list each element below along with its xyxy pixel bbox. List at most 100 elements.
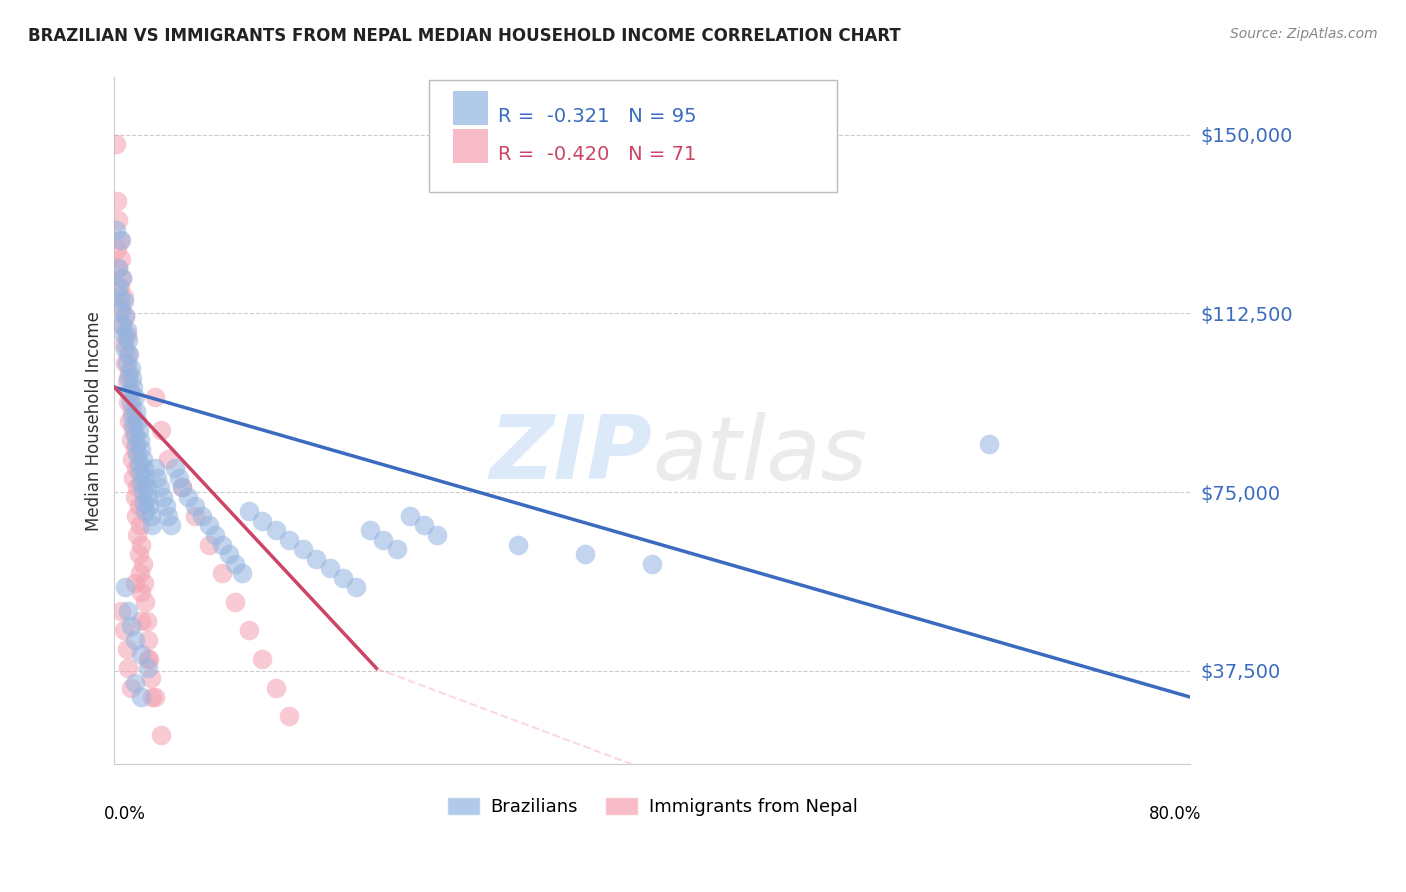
Point bbox=[143, 461, 166, 475]
Point bbox=[108, 233, 131, 247]
Point bbox=[120, 618, 142, 632]
Point bbox=[191, 508, 214, 523]
Point bbox=[157, 451, 180, 466]
Point bbox=[318, 561, 340, 575]
Y-axis label: Median Household Income: Median Household Income bbox=[86, 310, 103, 531]
Point bbox=[110, 304, 132, 318]
Legend: Brazilians, Immigrants from Nepal: Brazilians, Immigrants from Nepal bbox=[440, 789, 865, 823]
Point bbox=[117, 347, 139, 361]
Point bbox=[204, 528, 226, 542]
Point bbox=[129, 518, 152, 533]
Point bbox=[412, 518, 434, 533]
Point bbox=[124, 632, 146, 647]
Point bbox=[124, 428, 146, 442]
Point bbox=[170, 480, 193, 494]
Point bbox=[112, 294, 135, 309]
Point bbox=[399, 508, 422, 523]
Point bbox=[134, 595, 156, 609]
Point bbox=[120, 681, 142, 695]
Point bbox=[139, 508, 162, 523]
Point bbox=[112, 290, 135, 304]
Point bbox=[122, 471, 145, 485]
Point bbox=[278, 533, 301, 547]
Point bbox=[426, 528, 449, 542]
Point bbox=[197, 518, 219, 533]
Point bbox=[127, 528, 149, 542]
Point bbox=[121, 409, 143, 423]
Point bbox=[150, 728, 173, 742]
Point bbox=[118, 347, 141, 361]
Point bbox=[149, 480, 172, 494]
Point bbox=[131, 475, 153, 490]
Point bbox=[163, 461, 186, 475]
Point bbox=[104, 137, 127, 152]
Point bbox=[121, 404, 143, 418]
Point bbox=[129, 433, 152, 447]
Point bbox=[115, 327, 138, 342]
Point bbox=[125, 404, 148, 418]
Point bbox=[114, 309, 136, 323]
Point bbox=[122, 423, 145, 437]
Point bbox=[136, 632, 159, 647]
Point bbox=[131, 451, 153, 466]
Point bbox=[127, 414, 149, 428]
Point bbox=[131, 647, 153, 661]
Point bbox=[332, 571, 354, 585]
Point bbox=[117, 333, 139, 347]
Point bbox=[139, 671, 162, 685]
Point bbox=[141, 690, 163, 704]
Point bbox=[143, 390, 166, 404]
Point bbox=[184, 508, 207, 523]
Point bbox=[120, 384, 142, 399]
Point bbox=[278, 709, 301, 723]
Point bbox=[146, 471, 169, 485]
Point bbox=[107, 261, 129, 276]
Point bbox=[252, 514, 274, 528]
Point bbox=[110, 604, 132, 618]
Text: ZIP: ZIP bbox=[489, 411, 652, 499]
Point bbox=[129, 566, 152, 581]
Point bbox=[118, 414, 141, 428]
Point bbox=[115, 376, 138, 390]
Point bbox=[152, 490, 174, 504]
Point bbox=[110, 233, 132, 247]
Point bbox=[114, 342, 136, 356]
Point bbox=[112, 337, 135, 351]
Point bbox=[117, 394, 139, 409]
Text: 80.0%: 80.0% bbox=[1149, 805, 1201, 823]
Point bbox=[120, 361, 142, 376]
Point bbox=[359, 523, 381, 537]
Point bbox=[124, 575, 146, 590]
Point bbox=[131, 690, 153, 704]
Point bbox=[135, 480, 157, 494]
Point bbox=[131, 585, 153, 599]
Point bbox=[128, 457, 150, 471]
Point bbox=[170, 480, 193, 494]
Point bbox=[141, 518, 163, 533]
Point bbox=[115, 323, 138, 337]
Point bbox=[121, 370, 143, 384]
Point bbox=[105, 194, 128, 209]
Text: atlas: atlas bbox=[652, 412, 868, 498]
Point bbox=[131, 557, 153, 571]
Point bbox=[104, 223, 127, 237]
Text: BRAZILIAN VS IMMIGRANTS FROM NEPAL MEDIAN HOUSEHOLD INCOME CORRELATION CHART: BRAZILIAN VS IMMIGRANTS FROM NEPAL MEDIA… bbox=[28, 27, 901, 45]
Point bbox=[264, 681, 287, 695]
Point bbox=[134, 504, 156, 518]
Point bbox=[131, 485, 153, 500]
Point bbox=[506, 537, 529, 551]
Point bbox=[125, 461, 148, 475]
Point bbox=[138, 500, 160, 514]
Point bbox=[157, 508, 180, 523]
Point bbox=[124, 442, 146, 457]
Point bbox=[131, 537, 153, 551]
Point bbox=[155, 500, 177, 514]
Point bbox=[124, 675, 146, 690]
Point bbox=[264, 523, 287, 537]
Point bbox=[110, 252, 132, 266]
Point bbox=[305, 552, 328, 566]
Point bbox=[124, 490, 146, 504]
Point bbox=[160, 518, 183, 533]
Point bbox=[143, 690, 166, 704]
Point bbox=[132, 461, 155, 475]
